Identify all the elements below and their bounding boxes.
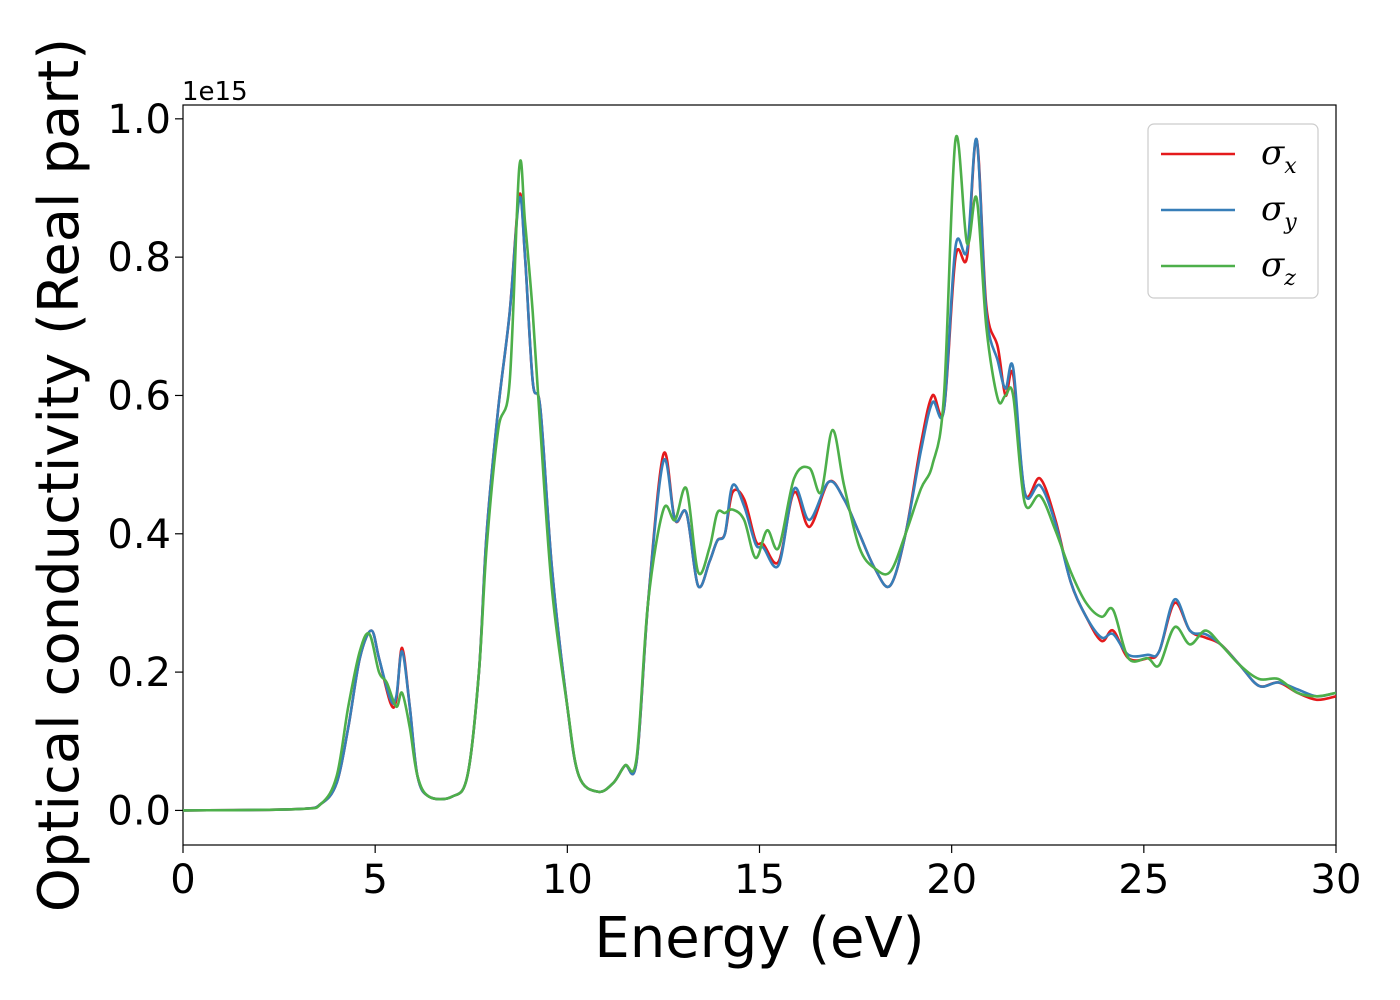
y-axis-ticks: 0.0 0.2 0.4 0.6 0.8 1.0 — [107, 97, 183, 834]
x-tick-label: 25 — [1118, 857, 1169, 903]
y-tick-label: 1.0 — [107, 97, 171, 143]
legend: σx σy σz — [1147, 123, 1319, 299]
x-axis-ticks: 0 5 10 15 20 25 30 — [170, 845, 1361, 903]
legend-label-y: σy — [1261, 189, 1297, 235]
series-line-z — [183, 134, 1336, 812]
y-axis-offset-label: 1e15 — [182, 77, 248, 107]
x-tick-label: 10 — [542, 857, 593, 903]
x-tick-label: 15 — [734, 857, 785, 903]
x-tick-label: 5 — [362, 857, 387, 903]
y-tick-label: 0.2 — [107, 650, 171, 696]
y-tick-label: 0.4 — [107, 512, 171, 558]
series-layer — [183, 134, 1336, 812]
legend-label-x: σx — [1261, 133, 1297, 179]
plot-frame — [182, 104, 1337, 846]
x-tick-label: 20 — [926, 857, 977, 903]
legend-label-z: σz — [1261, 245, 1296, 291]
y-tick-label: 0.8 — [107, 235, 171, 281]
x-axis-label: Energy (eV) — [594, 906, 924, 971]
y-tick-label: 0.0 — [107, 788, 171, 834]
plot-area — [182, 104, 1337, 846]
x-tick-label: 30 — [1311, 857, 1362, 903]
y-axis-label: Optical conductivity (Real part) — [27, 38, 92, 912]
y-tick-label: 0.6 — [107, 373, 171, 419]
x-tick-label: 0 — [170, 857, 195, 903]
